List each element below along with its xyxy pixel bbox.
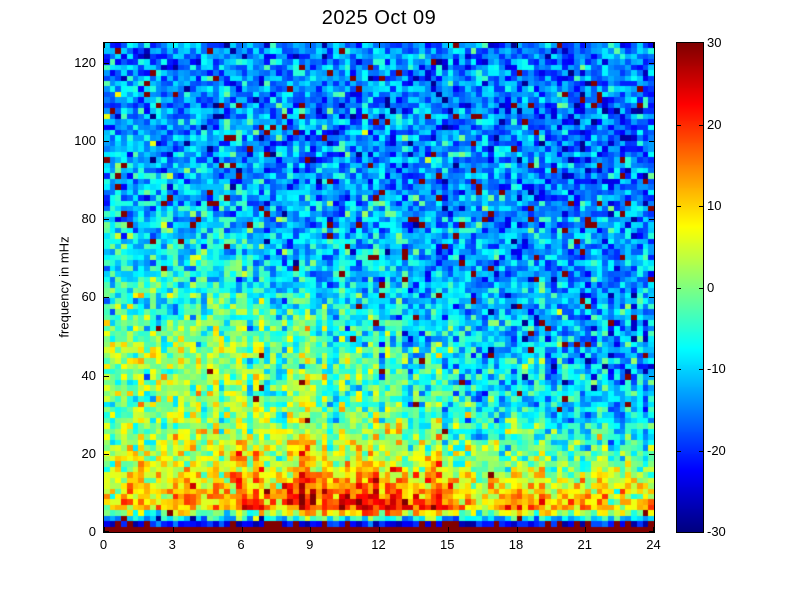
y-tick-label: 20 bbox=[81, 445, 96, 461]
x-tick bbox=[172, 527, 174, 532]
y-tick bbox=[104, 140, 109, 142]
y-tick-right bbox=[649, 297, 654, 299]
y-tick bbox=[104, 375, 109, 377]
x-tick-label: 15 bbox=[440, 537, 455, 552]
colorbar-tick bbox=[677, 369, 681, 370]
colorbar-tick-label: -20 bbox=[707, 442, 726, 458]
x-tick-label: 21 bbox=[577, 537, 592, 552]
spectrogram-heatmap bbox=[104, 43, 654, 532]
y-tick bbox=[104, 531, 109, 532]
y-tick bbox=[104, 62, 109, 64]
y-tick-right bbox=[649, 453, 654, 455]
colorbar-tick-label: 0 bbox=[707, 279, 715, 295]
y-tick-label: 40 bbox=[81, 367, 96, 383]
colorbar-tick-label: 20 bbox=[707, 116, 722, 132]
x-tick-top bbox=[379, 43, 380, 48]
y-tick-right bbox=[649, 62, 654, 64]
x-tick bbox=[653, 527, 654, 532]
x-tick-top bbox=[516, 43, 518, 48]
y-tick-label: 80 bbox=[81, 211, 96, 227]
y-tick-label: 120 bbox=[74, 54, 96, 70]
y-tick-right bbox=[649, 219, 654, 221]
colorbar-tick-right bbox=[699, 450, 703, 452]
y-tick-right bbox=[649, 375, 654, 377]
x-tick-label: 0 bbox=[99, 537, 108, 552]
x-tick bbox=[516, 527, 518, 532]
x-tick bbox=[447, 527, 449, 532]
x-tick bbox=[585, 527, 587, 532]
x-tick bbox=[310, 527, 312, 532]
colorbar-tick bbox=[677, 287, 681, 289]
colorbar-tick bbox=[677, 450, 681, 452]
x-tick-top bbox=[447, 43, 449, 48]
x-tick-label: 24 bbox=[646, 537, 661, 552]
colorbar-tick-right bbox=[699, 287, 703, 289]
colorbar-gradient bbox=[677, 43, 703, 532]
y-tick bbox=[104, 297, 109, 299]
colorbar-tick-right bbox=[699, 124, 703, 126]
x-tick-label: 9 bbox=[306, 537, 314, 552]
y-tick bbox=[104, 453, 109, 455]
colorbar-tick-label: 30 bbox=[707, 35, 722, 50]
colorbar-tick bbox=[677, 206, 681, 207]
x-tick bbox=[241, 527, 243, 532]
colorbar-tick-label: -30 bbox=[707, 524, 726, 539]
colorbar-tick-label: 10 bbox=[707, 198, 722, 213]
colorbar-tick-right bbox=[699, 206, 703, 207]
x-tick bbox=[379, 527, 380, 532]
colorbar-tick bbox=[677, 124, 681, 126]
x-tick-top bbox=[653, 43, 654, 48]
y-tick-label: 0 bbox=[88, 524, 96, 539]
colorbar-tick-right bbox=[699, 369, 703, 370]
colorbar-tick-label: -10 bbox=[707, 361, 726, 376]
colorbar bbox=[676, 42, 704, 533]
y-tick-label: 100 bbox=[74, 132, 96, 148]
chart-title: 2025 Oct 09 bbox=[321, 7, 437, 29]
y-tick bbox=[104, 219, 109, 221]
x-tick-top bbox=[241, 43, 243, 48]
x-tick-top bbox=[310, 43, 312, 48]
x-tick-label: 12 bbox=[371, 537, 386, 552]
x-tick-label: 6 bbox=[237, 537, 245, 552]
x-tick-label: 18 bbox=[508, 537, 524, 552]
x-tick-top bbox=[104, 43, 105, 48]
x-tick bbox=[104, 527, 105, 532]
y-tick-right bbox=[649, 531, 654, 532]
y-tick-label: 60 bbox=[81, 289, 96, 305]
y-tick-right bbox=[649, 140, 654, 142]
x-tick-top bbox=[585, 43, 587, 48]
plot-area bbox=[103, 42, 655, 533]
y-axis-label: frequency in mHz bbox=[56, 236, 72, 338]
x-tick-top bbox=[172, 43, 174, 48]
x-tick-label: 3 bbox=[168, 537, 176, 552]
